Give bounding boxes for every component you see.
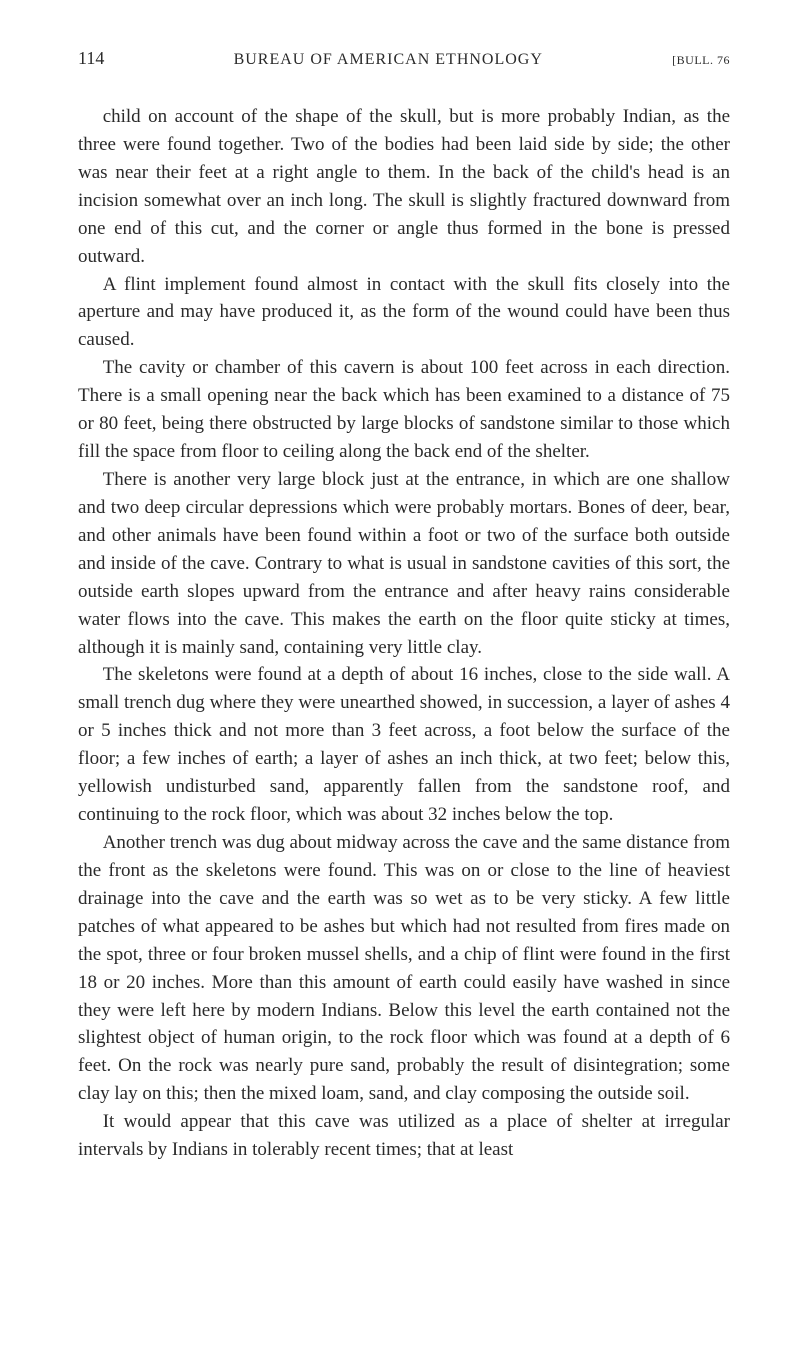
page-header: 114 BUREAU OF AMERICAN ETHNOLOGY [BULL. …	[78, 48, 730, 69]
paragraph-4: There is another very large block just a…	[78, 466, 730, 661]
header-title: BUREAU OF AMERICAN ETHNOLOGY	[104, 51, 672, 69]
body-text: child on account of the shape of the sku…	[78, 103, 730, 1164]
paragraph-1: child on account of the shape of the sku…	[78, 103, 730, 271]
paragraph-3: The cavity or chamber of this cavern is …	[78, 354, 730, 466]
paragraph-7: It would appear that this cave was utili…	[78, 1108, 730, 1164]
paragraph-2: A flint implement found almost in contac…	[78, 271, 730, 355]
paragraph-5: The skeletons were found at a depth of a…	[78, 661, 730, 829]
paragraph-6: Another trench was dug about midway acro…	[78, 829, 730, 1108]
header-reference: [BULL. 76	[672, 53, 730, 68]
page-number: 114	[78, 48, 104, 69]
